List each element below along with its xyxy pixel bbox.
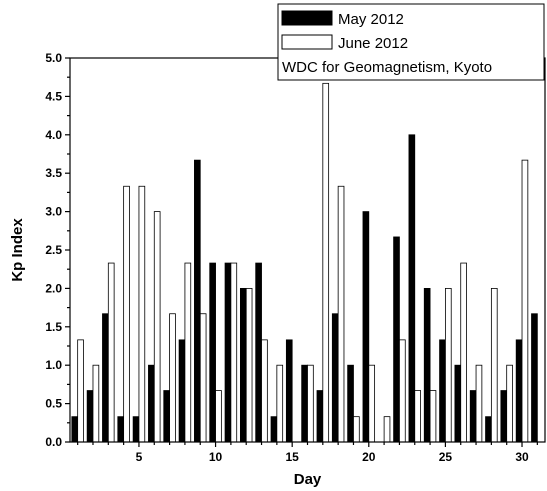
bar-may-day-27 xyxy=(469,390,477,443)
bar-june-day-18 xyxy=(337,185,345,443)
y-tick-label: 2.0 xyxy=(45,281,62,295)
bar-may-day-13 xyxy=(255,262,262,443)
bar-may-day-25 xyxy=(439,339,446,443)
bar-june-day-27 xyxy=(475,364,483,443)
x-tick-label: 25 xyxy=(439,450,453,464)
bar-june-day-30 xyxy=(521,159,529,443)
bar-june-day-13 xyxy=(261,339,268,443)
bar-june-day-28 xyxy=(490,287,498,443)
bar-june-day-20 xyxy=(368,364,376,443)
axes-layer: 0.0 0.5 1.0 1.5 2.0 2.5 3.0 3.5 4.0 4.5 5.0 5 10 15 20… xyxy=(45,51,538,464)
y-tick-label: 0.5 xyxy=(45,397,62,411)
bar-june-day-29 xyxy=(506,364,513,443)
y-tick-label: 2.5 xyxy=(45,243,62,257)
bar-june-day-25 xyxy=(444,287,452,443)
bar-may-day-31 xyxy=(531,313,538,443)
bar-june-day-14 xyxy=(276,364,284,443)
legend: May 2012 June 2012 WDC for Geomagnetism,… xyxy=(277,3,545,81)
bar-june-day-24 xyxy=(429,390,437,443)
bar-may-day-19 xyxy=(347,364,354,443)
bar-may-day-28 xyxy=(485,416,492,443)
y-tick-label: 1.5 xyxy=(45,320,62,334)
bar-may-day-23 xyxy=(408,134,416,443)
bar-may-day-17 xyxy=(316,390,324,443)
bar-june-day-1 xyxy=(77,339,84,443)
bar-june-day-11 xyxy=(230,262,238,443)
bar-may-day-7 xyxy=(163,390,170,443)
bar-june-day-10 xyxy=(215,390,222,443)
bar-may-day-11 xyxy=(224,262,232,443)
bar-may-day-18 xyxy=(331,313,339,443)
bar-may-day-4 xyxy=(117,416,125,443)
x-tick-label: 5 xyxy=(136,450,143,464)
y-axis-title: Kp Index xyxy=(9,218,26,282)
bar-may-day-1 xyxy=(71,416,79,443)
legend-label-may: May 2012 xyxy=(338,11,404,28)
bar-may-day-6 xyxy=(148,364,155,443)
bar-june-day-9 xyxy=(199,313,207,443)
bar-may-day-10 xyxy=(209,262,216,443)
y-tick-label: 3.5 xyxy=(45,166,62,180)
bar-may-day-14 xyxy=(270,416,278,443)
bar-may-day-29 xyxy=(500,390,508,443)
bar-may-day-16 xyxy=(301,364,308,443)
bar-may-day-30 xyxy=(515,339,523,443)
bar-june-day-23 xyxy=(414,390,421,443)
bar-june-day-12 xyxy=(245,287,253,443)
x-axis-title: Day xyxy=(294,471,322,488)
bar-may-day-26 xyxy=(454,364,462,443)
bar-june-day-21 xyxy=(383,416,391,443)
bar-may-day-8 xyxy=(178,339,186,443)
bar-may-day-20 xyxy=(362,211,370,443)
bar-june-day-8 xyxy=(184,262,192,443)
y-tick-label: 1.0 xyxy=(45,358,62,372)
bar-june-day-6 xyxy=(153,211,161,443)
bar-june-day-22 xyxy=(399,339,406,443)
y-tick-label: 4.5 xyxy=(45,89,62,103)
bar-may-day-3 xyxy=(102,313,109,443)
bar-may-day-2 xyxy=(86,390,94,443)
x-tick-label: 20 xyxy=(362,450,376,464)
x-tick-label: 10 xyxy=(209,450,223,464)
bar-may-day-22 xyxy=(393,236,400,443)
y-tick-label: 4.0 xyxy=(45,128,62,142)
bar-june-day-16 xyxy=(307,364,314,443)
bar-may-day-24 xyxy=(423,287,431,443)
legend-swatch-may xyxy=(281,10,333,26)
bar-may-day-15 xyxy=(285,339,293,443)
bar-may-day-12 xyxy=(239,287,247,443)
bar-june-day-5 xyxy=(138,185,146,443)
legend-label-june: June 2012 xyxy=(338,35,408,52)
y-tick-label: 0.0 xyxy=(45,435,62,449)
bar-june-day-17 xyxy=(322,82,330,443)
legend-source-note: WDC for Geomagnetism, Kyoto xyxy=(282,59,492,76)
bar-june-day-4 xyxy=(123,185,130,443)
y-tick-label: 5.0 xyxy=(45,51,62,65)
bar-may-day-5 xyxy=(132,416,140,443)
legend-swatch-june xyxy=(281,34,333,50)
bar-june-day-26 xyxy=(460,262,467,443)
bar-june-day-19 xyxy=(353,416,360,443)
bars-layer xyxy=(71,82,538,443)
y-tick-label: 3.0 xyxy=(45,205,62,219)
x-tick-label: 15 xyxy=(285,450,299,464)
bar-june-day-3 xyxy=(107,262,115,443)
bar-june-day-2 xyxy=(92,364,100,443)
x-tick-label: 30 xyxy=(515,450,529,464)
bar-may-day-9 xyxy=(194,159,201,443)
bar-june-day-7 xyxy=(169,313,176,443)
